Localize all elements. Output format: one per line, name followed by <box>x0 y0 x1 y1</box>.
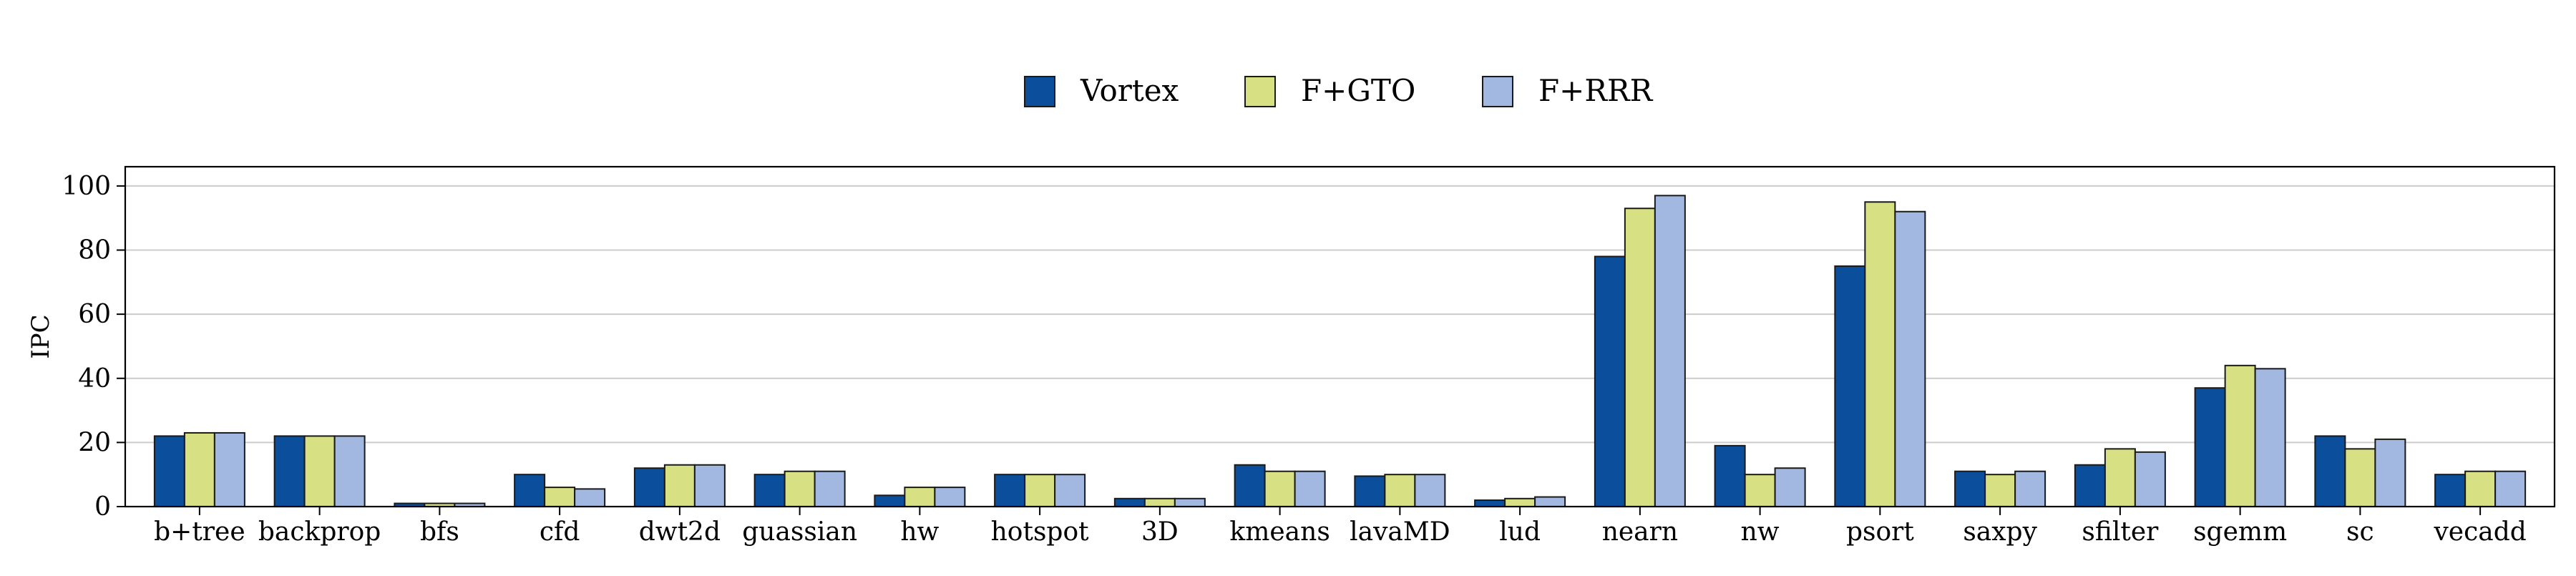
bar-vortex-saxpy <box>1954 470 1986 507</box>
bar-vortex-sfilter <box>2074 464 2106 508</box>
bar-vortex-sc <box>2314 435 2346 508</box>
bar-vortex-hotspot <box>994 474 1026 507</box>
x-tick-label: sfilter <box>2082 517 2159 547</box>
legend-swatch <box>1482 76 1513 107</box>
y-tick-label: 40 <box>78 364 111 394</box>
bar-f-gto-hotspot <box>1024 474 1056 507</box>
bar-f-rrr-lud <box>1534 496 1566 507</box>
x-tick-label: dwt2d <box>639 517 721 547</box>
legend-swatch <box>1024 76 1055 107</box>
bar-f-rrr-kmeans <box>1294 470 1326 507</box>
bar-f-gto-lavamd <box>1384 474 1416 507</box>
x-tick-label: kmeans <box>1229 517 1330 547</box>
bar-f-rrr-3d <box>1174 497 1206 508</box>
bar-vortex-cfd <box>514 474 546 507</box>
x-tick-label: hw <box>900 517 939 547</box>
y-tick-label: 20 <box>78 428 111 457</box>
x-tick-label: sgemm <box>2193 517 2287 547</box>
bar-f-gto-dwt2d <box>663 464 696 508</box>
x-tick-label: b+tree <box>154 517 245 547</box>
bar-f-gto-sgemm <box>2224 364 2256 508</box>
bar-f-gto-nw <box>1744 474 1776 507</box>
bar-vortex-sgemm <box>2194 387 2226 507</box>
bar-f-rrr-sfilter <box>2134 451 2166 507</box>
bar-vortex-psort <box>1834 265 1866 507</box>
bar-f-rrr-dwt2d <box>693 464 726 508</box>
bar-f-rrr-sc <box>2374 438 2406 508</box>
x-tick-label: lavaMD <box>1350 517 1450 547</box>
bar-f-rrr-saxpy <box>2014 470 2046 507</box>
bar-vortex-vecadd <box>2434 474 2467 507</box>
bar-f-gto-sfilter <box>2104 448 2136 507</box>
bar-f-rrr-hw <box>934 487 966 508</box>
bar-f-rrr-vecadd <box>2494 470 2527 507</box>
bar-f-gto-hw <box>904 487 936 508</box>
bar-vortex-nearn <box>1594 255 1626 507</box>
bars <box>153 195 2527 508</box>
x-tick-label: nw <box>1741 517 1780 547</box>
y-axis-label: IPC <box>26 314 55 358</box>
x-tick-label: lud <box>1499 517 1541 547</box>
bar-f-gto-b-tree <box>183 431 215 507</box>
y-tick-label: 60 <box>78 300 111 329</box>
bar-f-gto-vecadd <box>2464 470 2497 507</box>
legend-label: F+RRR <box>1538 73 1654 108</box>
bar-f-gto-guassian <box>784 470 816 507</box>
bar-vortex-b-tree <box>153 435 185 508</box>
bar-f-gto-backprop <box>303 435 336 508</box>
bar-f-gto-psort <box>1864 201 1896 507</box>
gridlines <box>125 185 2555 444</box>
y-tick-label: 100 <box>62 172 111 201</box>
x-tick-label: bfs <box>420 517 459 547</box>
bar-f-rrr-nw <box>1774 467 1806 508</box>
bar-f-gto-nearn <box>1624 208 1656 507</box>
bar-f-rrr-cfd <box>574 488 606 507</box>
bar-f-rrr-b-tree <box>213 431 245 507</box>
x-tick-label: guassian <box>742 517 857 547</box>
bar-vortex-3d <box>1113 497 1146 508</box>
x-tick-label: 3D <box>1141 517 1179 547</box>
x-tick-label: backprop <box>258 517 381 547</box>
axes: 0 20 40 60 80 100 b+tree backprop bfs cfd dwt2d gua… <box>62 172 2527 547</box>
bar-vortex-backprop <box>273 435 306 508</box>
bar-vortex-dwt2d <box>633 467 665 508</box>
bar-vortex-kmeans <box>1234 464 1266 508</box>
bar-f-rrr-backprop <box>333 435 366 508</box>
legend: Vortex F+GTO F+RRR <box>1024 73 1654 108</box>
bar-f-rrr-nearn <box>1654 195 1686 507</box>
bar-vortex-nw <box>1714 444 1746 508</box>
x-tick-label: saxpy <box>1963 517 2037 547</box>
bar-vortex-lud <box>1474 499 1506 507</box>
bar-f-gto-saxpy <box>1984 474 2016 507</box>
bar-f-rrr-hotspot <box>1054 474 1086 507</box>
x-tick-label: vecadd <box>2433 517 2526 547</box>
bar-vortex-lavamd <box>1354 475 1386 508</box>
plot-frame <box>124 165 2556 508</box>
bar-f-rrr-sgemm <box>2254 368 2286 508</box>
bar-f-gto-3d <box>1143 497 1176 508</box>
x-tick-label: cfd <box>540 517 580 547</box>
bar-f-gto-cfd <box>544 487 576 508</box>
x-tick-label: nearn <box>1602 517 1678 547</box>
bar-f-rrr-guassian <box>814 470 846 507</box>
bar-f-rrr-lavamd <box>1414 474 1446 507</box>
bar-vortex-hw <box>874 494 906 508</box>
legend-swatch <box>1244 76 1276 107</box>
y-tick-label: 0 <box>94 492 111 522</box>
bar-vortex-guassian <box>753 474 786 507</box>
x-tick-label: hotspot <box>991 517 1090 547</box>
bar-f-gto-sc <box>2344 448 2376 507</box>
legend-label: Vortex <box>1080 73 1179 108</box>
legend-label: F+GTO <box>1301 73 1415 108</box>
x-tick-label: psort <box>1846 517 1914 547</box>
x-tick-label: sc <box>2346 517 2374 547</box>
bar-f-rrr-psort <box>1894 210 1926 507</box>
bar-f-gto-lud <box>1504 497 1536 508</box>
y-tick-label: 80 <box>78 236 111 265</box>
bar-f-gto-kmeans <box>1264 470 1296 507</box>
